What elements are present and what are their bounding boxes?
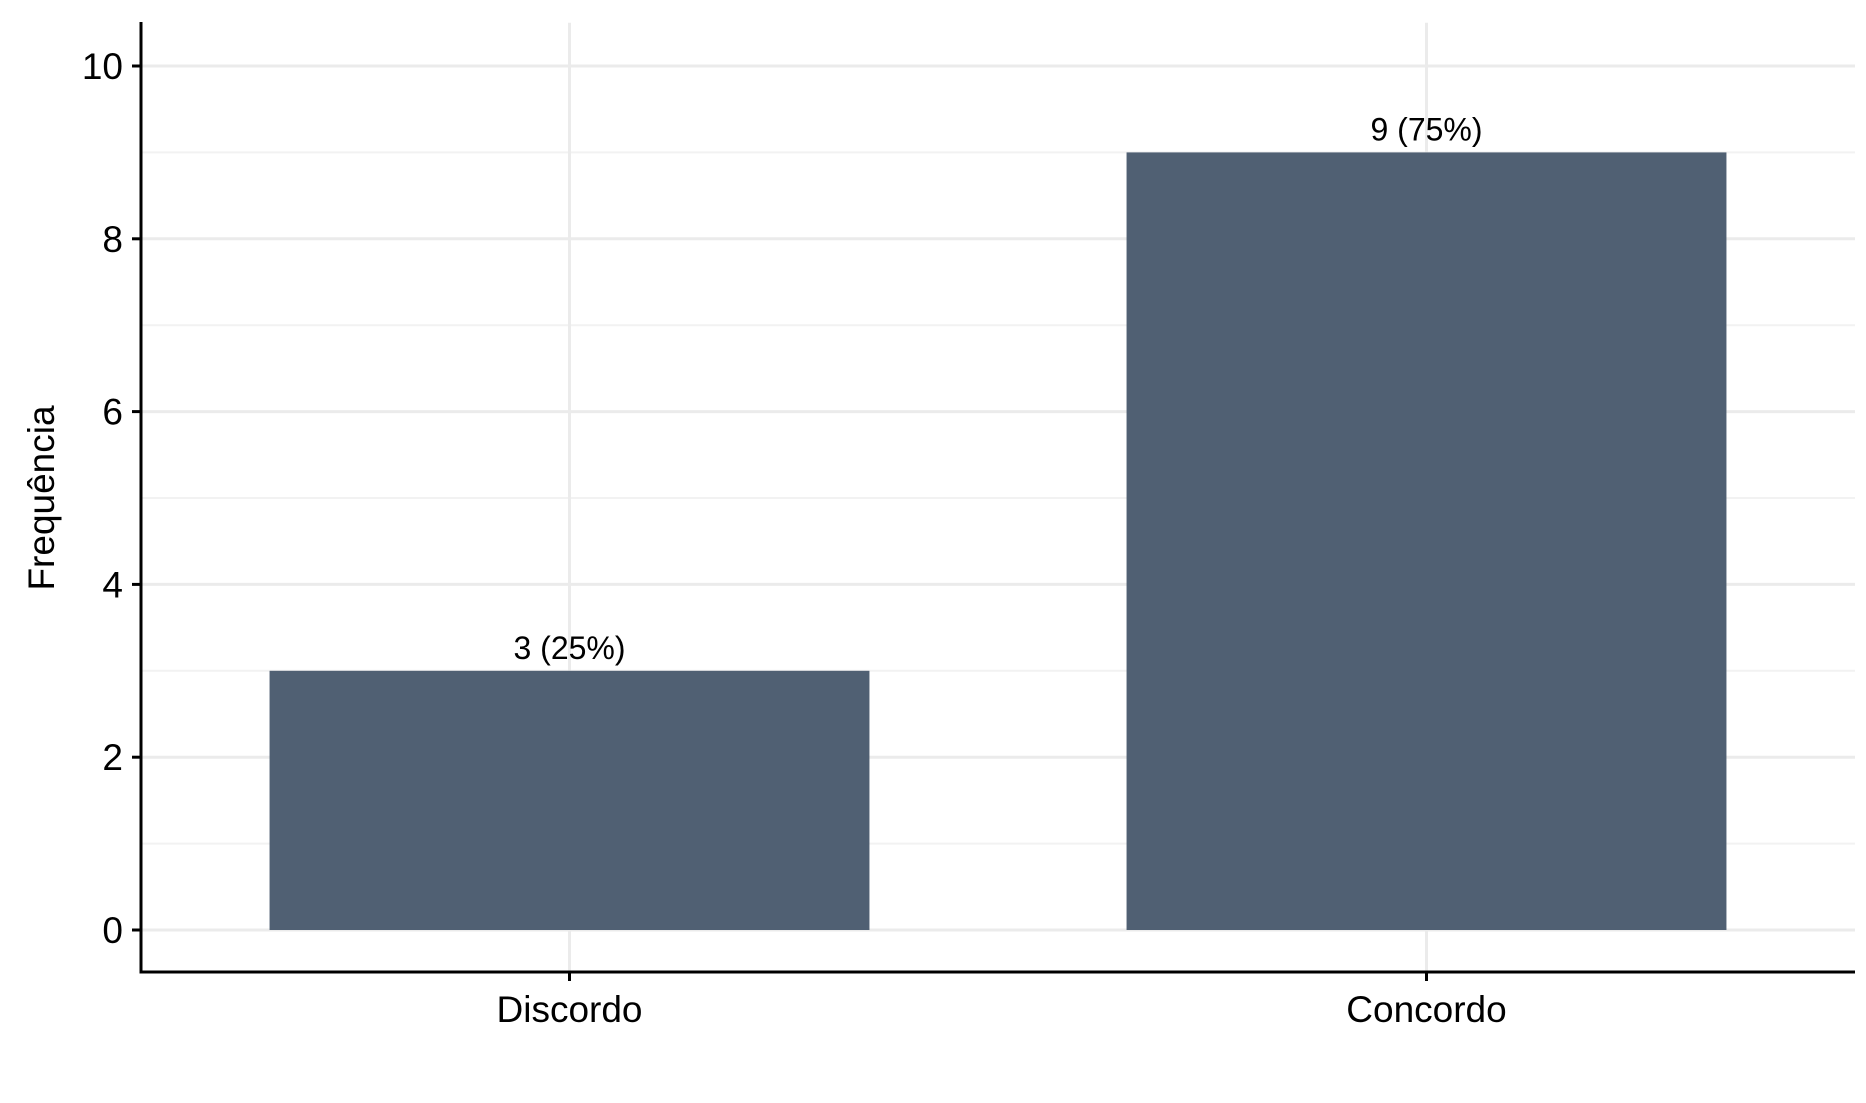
- data-label: 3 (25%): [513, 630, 625, 666]
- bar-discordo: [269, 670, 870, 930]
- data-label: 9 (75%): [1370, 111, 1482, 147]
- bar-concordo: [1126, 152, 1727, 930]
- x-tick-label: Concordo: [1346, 989, 1506, 1030]
- y-tick-label: 2: [102, 737, 123, 778]
- y-axis-title: Frequência: [21, 405, 62, 591]
- y-tick-label: 0: [102, 910, 123, 951]
- y-tick-label: 10: [82, 46, 123, 87]
- label-layer: 0 2 4 6 8 10 Discordo Concordo 3 (25%) 9 (75%): [82, 46, 1507, 1030]
- y-tick-label: 8: [102, 219, 123, 260]
- y-tick-label: 4: [102, 564, 123, 605]
- axis-layer: [132, 22, 1855, 981]
- bar-layer: [269, 152, 1727, 930]
- x-tick-label: Discordo: [497, 989, 643, 1030]
- y-tick-label: 6: [102, 392, 123, 433]
